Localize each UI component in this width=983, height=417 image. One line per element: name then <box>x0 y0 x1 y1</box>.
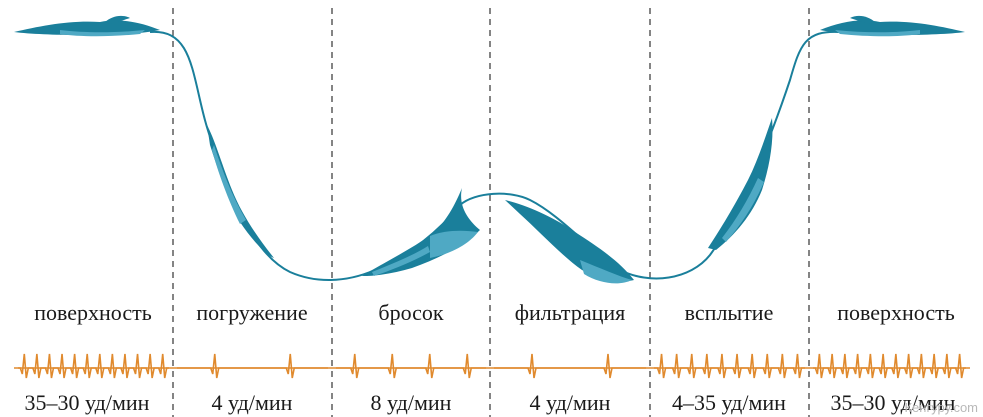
whale-surface-left-icon <box>14 15 160 37</box>
whale-surface-right-icon <box>820 15 965 37</box>
heartbeat-trace <box>14 353 970 379</box>
heartbeat-segment-6 <box>813 353 966 379</box>
heart-rate-6: 35–30 уд/мин <box>831 390 956 415</box>
whale-descending-icon <box>207 125 274 258</box>
heartbeat-segment-4 <box>494 353 646 379</box>
heart-rate-1: 35–30 уд/мин <box>25 390 150 415</box>
heart-rate-5: 4–35 уд/мин <box>672 390 786 415</box>
phase-label-6: поверхность <box>837 300 955 325</box>
watermark: Кенгуру.com <box>904 400 978 415</box>
dive-trajectory <box>149 30 841 281</box>
whale-lunging-icon <box>362 188 480 276</box>
heartbeat-segment-5 <box>654 353 805 379</box>
heart-rate-4: 4 уд/мин <box>530 390 611 415</box>
whale-ascending-icon <box>708 118 773 250</box>
heartbeat-segment-1 <box>18 353 169 379</box>
phase-labels: поверхность погружение бросок фильтрация… <box>34 300 955 325</box>
phase-label-5: всплытие <box>685 300 774 325</box>
heartbeat-segment-2 <box>177 353 328 379</box>
heart-rate-labels: 35–30 уд/мин 4 уд/мин 8 уд/мин 4 уд/мин … <box>25 390 956 415</box>
heart-rate-3: 8 уд/мин <box>371 390 452 415</box>
phase-dividers <box>172 8 810 417</box>
heartbeat-segment-3 <box>336 353 486 379</box>
whale-filtering-icon <box>505 200 634 284</box>
phase-label-3: бросок <box>378 300 444 325</box>
phase-label-4: фильтрация <box>515 300 626 325</box>
phase-label-2: погружение <box>196 300 307 325</box>
phase-label-1: поверхность <box>34 300 152 325</box>
heart-rate-2: 4 уд/мин <box>212 390 293 415</box>
